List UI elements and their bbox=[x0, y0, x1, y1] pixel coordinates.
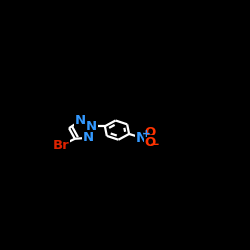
Text: O: O bbox=[145, 136, 156, 149]
Text: N: N bbox=[86, 120, 97, 133]
Text: N: N bbox=[136, 131, 147, 145]
Text: Br: Br bbox=[53, 139, 70, 152]
Text: O: O bbox=[145, 126, 156, 140]
Text: N: N bbox=[75, 114, 86, 127]
Text: −: − bbox=[150, 138, 160, 151]
Text: +: + bbox=[142, 129, 150, 139]
Text: N: N bbox=[83, 131, 94, 144]
